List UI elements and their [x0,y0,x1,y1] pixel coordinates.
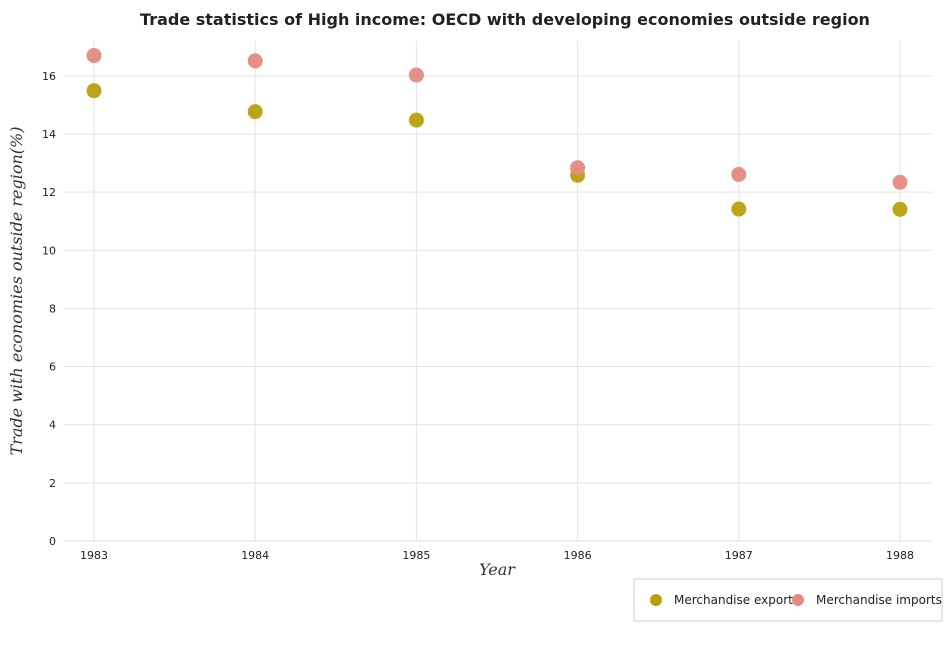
x-tick-label: 1987 [725,549,753,562]
y-tick-label: 4 [49,419,56,432]
imports-point [731,166,747,182]
imports-point [247,53,263,69]
y-axis-ticks: 0 2 4 6 8 10 12 14 16 [42,70,56,548]
y-tick-label: 2 [49,477,56,490]
chart-title: Trade statistics of High income: OECD wi… [140,10,870,29]
y-tick-label: 8 [49,302,56,315]
exports-point [86,83,102,99]
y-tick-label: 16 [42,70,56,83]
y-tick-label: 10 [42,244,56,257]
legend-label-imports: Merchandise imports [816,593,942,607]
plot-background [63,41,932,541]
y-tick-label: 14 [42,128,56,141]
exports-point [408,112,424,128]
x-tick-label: 1983 [80,549,108,562]
legend-label-exports: Merchandise exports [674,593,799,607]
imports-point [86,48,102,64]
imports-point [570,160,586,176]
data-points [86,48,908,217]
x-axis-label: Year [479,560,516,579]
x-tick-label: 1984 [241,549,269,562]
legend-swatch-exports [650,594,662,606]
exports-point [731,201,747,217]
y-tick-label: 12 [42,186,56,199]
legend: Merchandise exports Merchandise imports [633,578,943,622]
x-axis-ticks: 1983 1984 1985 1986 1987 1988 [80,549,914,562]
exports-point [892,201,908,217]
x-tick-label: 1985 [402,549,430,562]
y-tick-label: 6 [49,361,56,374]
exports-point [247,104,263,120]
imports-point [408,67,424,83]
legend-box [633,578,943,622]
plot-area: 0 2 4 6 8 10 12 14 16 1983 1984 1985 1986 1987 1988 [42,41,932,562]
y-tick-label: 0 [49,535,56,548]
y-axis-label: Trade with economies outside region(%) [7,127,26,456]
x-tick-label: 1988 [886,549,914,562]
x-tick-label: 1986 [564,549,592,562]
imports-point [892,174,908,190]
legend-swatch-imports [792,594,804,606]
